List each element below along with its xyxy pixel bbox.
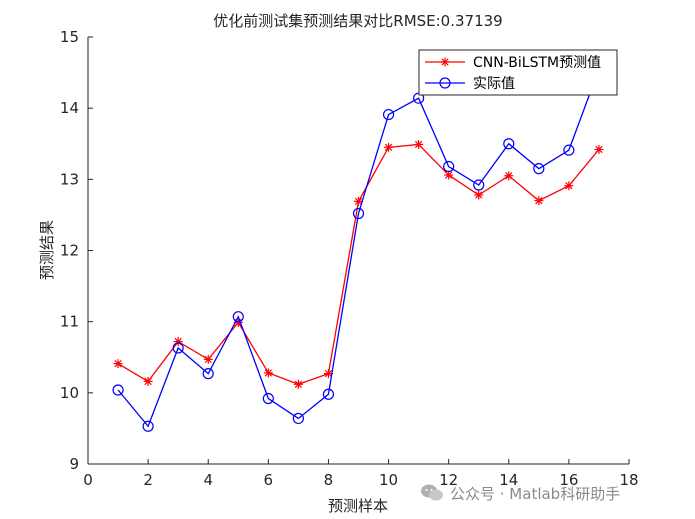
data-point: [292, 412, 304, 425]
marker-stroke: [354, 197, 363, 206]
marker-stroke: [441, 58, 449, 66]
y-tick-label: 12: [60, 242, 79, 260]
marker-stroke: [535, 197, 543, 205]
marker-stroke: [114, 359, 122, 368]
data-point: [263, 368, 273, 378]
legend-swatch-marker: [439, 77, 451, 89]
watermark: 公众号 · Matlab科研助手: [420, 480, 620, 506]
data-point: [113, 359, 123, 369]
marker-stroke: [475, 191, 483, 199]
data-point: [414, 139, 424, 149]
data-point: [444, 170, 454, 180]
y-tick-label: 10: [60, 384, 79, 402]
x-axis-title: 预测样本: [328, 497, 388, 515]
data-point: [563, 144, 575, 156]
marker-stroke: [294, 380, 303, 388]
data-point: [443, 160, 455, 173]
data-point: [142, 420, 154, 432]
data-point: [594, 144, 604, 154]
data-point: [262, 392, 274, 405]
marker-stroke: [565, 182, 573, 190]
chart-title: 优化前测试集预测结果对比RMSE:0.37139: [213, 12, 502, 30]
x-tick-label: 18: [619, 471, 638, 489]
y-tick-label: 11: [60, 313, 79, 331]
series-1: [113, 139, 604, 389]
x-tick-label: 4: [203, 471, 213, 489]
data-point: [143, 376, 153, 386]
x-tick-label: 12: [439, 471, 458, 489]
series-line: [117, 68, 600, 428]
data-point: [503, 138, 515, 150]
legend-label: CNN-BiLSTM预测值: [473, 55, 601, 71]
marker-stroke: [505, 172, 513, 180]
plot-area: [88, 37, 629, 464]
data-point: [352, 207, 365, 220]
y-tick-label: 13: [60, 170, 79, 188]
watermark-text: 公众号 · Matlab科研助手: [450, 484, 621, 503]
axes: 0 2 4 6 8 10 12 14 16 18 9 10 11 12 13 14 15: [60, 28, 639, 489]
marker-stroke: [445, 171, 453, 179]
data-point: [473, 179, 485, 191]
data-point: [203, 354, 213, 364]
marker-stroke: [324, 369, 333, 378]
x-tick-label: 16: [559, 471, 578, 489]
data-point: [504, 171, 514, 181]
marker-stroke: [384, 143, 393, 151]
marker-stroke: [264, 369, 272, 377]
legend-label: 实际值: [473, 76, 515, 92]
data-point: [382, 108, 395, 121]
marker-stroke: [234, 318, 242, 327]
y-tick-label: 9: [69, 455, 79, 473]
marker-stroke: [414, 140, 423, 149]
y-tick-label: 15: [60, 28, 79, 46]
data-point: [384, 142, 394, 152]
x-tick-label: 8: [324, 471, 334, 489]
x-tick-label: 0: [83, 471, 93, 489]
marker-stroke: [204, 355, 212, 364]
data-point: [474, 190, 484, 200]
x-tick-label: 10: [379, 471, 398, 489]
legend-swatch-marker: [440, 57, 450, 67]
data-point: [533, 163, 545, 175]
y-tick-label: 14: [60, 99, 79, 117]
data-point: [293, 379, 303, 389]
data-point: [112, 384, 124, 396]
data-point: [202, 368, 214, 380]
x-tick-label: 14: [499, 471, 518, 489]
marker-stroke: [595, 145, 603, 154]
wechat-icon: [421, 484, 443, 501]
data-point: [172, 342, 184, 354]
data-point: [232, 311, 244, 323]
legend-box: [418, 49, 618, 96]
y-axis-title: 预测结果: [38, 220, 56, 280]
x-tick-label: 2: [143, 471, 153, 489]
data-point: [322, 388, 335, 400]
data-point: [564, 181, 574, 191]
x-tick-label: 6: [264, 471, 274, 489]
data-point: [534, 196, 544, 206]
series-layer: [112, 63, 605, 432]
marker-stroke: [144, 377, 152, 386]
